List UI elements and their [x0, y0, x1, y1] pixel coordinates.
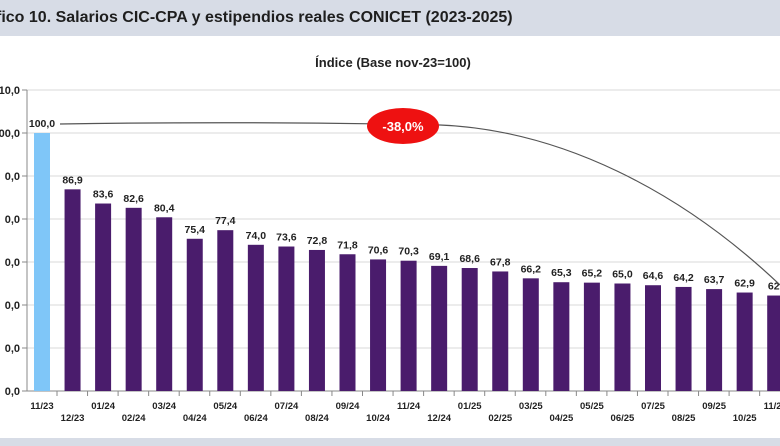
bar: [64, 189, 81, 391]
data-label: 66,2: [521, 263, 542, 275]
bar: [645, 285, 661, 391]
y-tick-label: 0,0: [5, 171, 20, 183]
x-tick-label: 12/23: [61, 413, 85, 424]
x-tick-label: 11/25: [764, 401, 780, 412]
data-label: 65,2: [582, 268, 603, 280]
data-label: 80,4: [154, 202, 175, 214]
data-label: 64,6: [643, 270, 664, 282]
bar: [736, 292, 753, 391]
data-label: 67,8: [490, 256, 511, 268]
x-tick-label: 10/24: [366, 413, 390, 424]
y-tick-label: 00,0: [0, 128, 20, 140]
annotation-label: -38,0%: [382, 119, 424, 134]
annotation-bubble: [367, 108, 439, 144]
bar: [339, 254, 356, 391]
data-label: 100,0: [29, 118, 55, 130]
x-tick-label: 08/24: [305, 413, 329, 424]
y-tick-label: 0,0: [5, 214, 20, 226]
y-tick-label: 10,0: [0, 85, 20, 97]
data-label: 77,4: [215, 215, 236, 227]
x-tick-label: 06/24: [244, 413, 268, 424]
figure-header: fico 10. Salarios CIC-CPA y estipendios …: [0, 0, 780, 36]
bar: [675, 286, 692, 391]
y-tick-label: 0,0: [5, 343, 20, 355]
x-tick-label: 04/24: [183, 413, 207, 424]
figure-footer: [0, 438, 780, 446]
data-label: 75,4: [185, 224, 206, 236]
x-tick-label: 01/24: [91, 401, 115, 412]
data-label: 62,: [768, 281, 780, 293]
x-tick-label: 07/24: [275, 401, 299, 412]
bar: [614, 283, 631, 391]
y-tick-label: 0,0: [5, 257, 20, 269]
chart-title: Índice (Base nov-23=100): [315, 55, 471, 70]
bar: [553, 282, 570, 391]
y-tick-label: 0,0: [5, 386, 20, 398]
data-label: 71,8: [337, 239, 358, 251]
data-label: 83,6: [93, 189, 114, 201]
data-label: 64,2: [673, 272, 694, 284]
x-tick-label: 03/24: [152, 401, 176, 412]
bar: [34, 133, 50, 391]
bar: [461, 268, 478, 391]
data-label: 65,3: [551, 267, 572, 279]
bar: [247, 244, 264, 391]
x-tick-label: 09/25: [702, 401, 726, 412]
bar: [370, 259, 387, 391]
figure-title: fico 10. Salarios CIC-CPA y estipendios …: [0, 9, 513, 26]
trend-curve: [59, 122, 780, 286]
data-label: 86,9: [62, 174, 83, 186]
x-tick-label: 11/23: [30, 401, 53, 412]
x-tick-label: 02/24: [122, 413, 146, 424]
x-tick-label: 11/24: [397, 401, 421, 412]
bar: [492, 271, 509, 391]
data-label: 68,6: [459, 253, 480, 265]
data-label: 63,7: [704, 274, 725, 286]
x-tick-label: 01/25: [458, 401, 482, 412]
data-label: 62,9: [734, 278, 755, 290]
x-tick-label: 08/25: [672, 413, 696, 424]
data-label: 74,0: [246, 230, 267, 242]
x-tick-label: 04/25: [549, 413, 573, 424]
x-tick-label: 07/25: [641, 401, 665, 412]
data-label: 73,6: [276, 232, 297, 244]
x-tick-label: 05/25: [580, 401, 604, 412]
x-tick-label: 03/25: [519, 401, 543, 412]
x-tick-label: 02/25: [488, 413, 512, 424]
y-tick-label: 0,0: [5, 300, 20, 312]
data-label: 70,6: [368, 244, 389, 256]
bar: [767, 295, 780, 391]
x-tick-label: 06/25: [611, 413, 635, 424]
bar: [522, 278, 539, 391]
data-label: 69,1: [429, 251, 450, 263]
bar: [156, 217, 173, 391]
x-tick-label: 12/24: [427, 413, 451, 424]
data-label: 82,6: [123, 193, 144, 205]
data-label: 65,0: [612, 269, 633, 281]
data-label: 72,8: [307, 235, 328, 247]
x-tick-label: 09/24: [336, 401, 360, 412]
bar: [278, 246, 295, 391]
bar: [95, 203, 112, 391]
bar: [400, 260, 417, 391]
bar: [186, 238, 203, 391]
bar: [706, 289, 723, 391]
bar: [431, 265, 448, 391]
bar: [583, 282, 600, 391]
x-tick-label: 10/25: [733, 413, 757, 424]
bar: [217, 230, 234, 391]
data-label: 70,3: [398, 246, 419, 258]
x-tick-label: 05/24: [213, 401, 237, 412]
bar: [308, 249, 325, 391]
bar: [125, 207, 142, 391]
